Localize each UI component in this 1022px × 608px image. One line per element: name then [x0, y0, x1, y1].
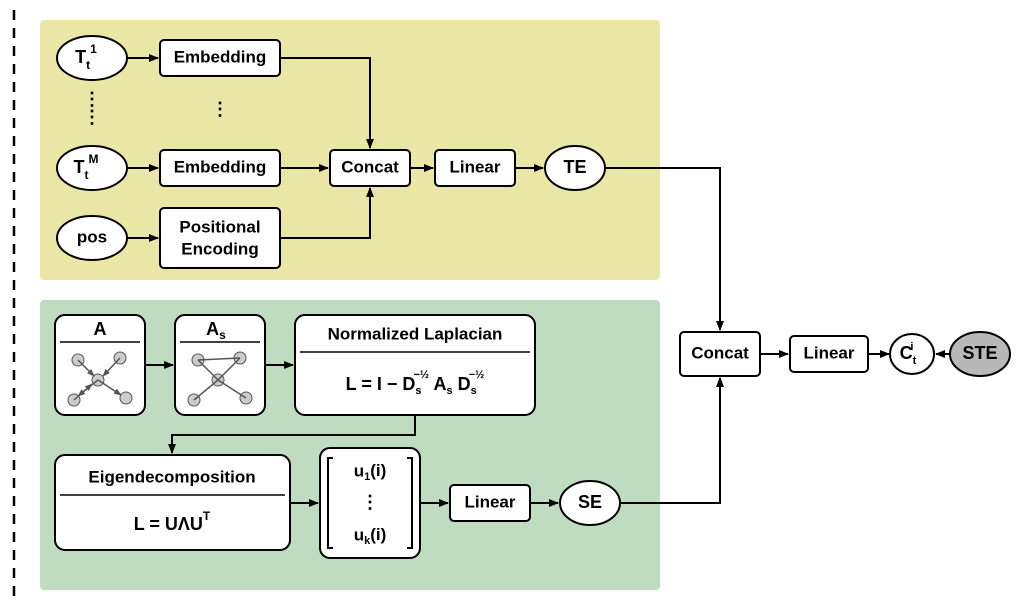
embedding-m-label: Embedding: [174, 157, 267, 176]
eig-title: Eigendecomposition: [88, 467, 255, 486]
pe-label-2: Encoding: [181, 239, 258, 258]
linear-merge-label: Linear: [803, 343, 854, 362]
eigvec-uk: uk(i): [354, 525, 387, 546]
eig-box: Eigendecomposition L = UΛUT: [55, 455, 290, 550]
emb-vdots: ⋮: [211, 99, 229, 119]
linear-spatial-label: Linear: [464, 492, 515, 511]
eig-eq: L = UΛUT: [134, 509, 211, 534]
eigvec-u1: u1(i): [354, 461, 387, 482]
graph-As: As: [175, 315, 265, 415]
laplacian-box: Normalized Laplacian L = I − Ds−½ As Ds−…: [295, 315, 535, 415]
embedding-1-label: Embedding: [174, 47, 267, 66]
input-pos-label: pos: [77, 227, 107, 246]
pe-label-1: Positional: [179, 217, 260, 236]
laplacian-eq: L = I − Ds−½ As Ds−½: [346, 369, 485, 397]
eigvec-box: u1(i) ⋮ uk(i): [320, 448, 420, 558]
eigvec-dots: ⋮: [361, 492, 379, 512]
ste-label: STE: [962, 343, 997, 363]
input-vdots: ⋮: [83, 89, 101, 109]
linear-temporal-label: Linear: [449, 157, 500, 176]
input-vdots2: ⋮: [83, 107, 101, 127]
se-label: SE: [578, 492, 602, 512]
graph-A: A: [55, 315, 145, 415]
concat-temporal-label: Concat: [341, 157, 399, 176]
te-label: TE: [563, 157, 586, 177]
graph-A-label: A: [94, 319, 107, 339]
concat-merge-label: Concat: [691, 343, 749, 362]
laplacian-title: Normalized Laplacian: [328, 324, 503, 343]
